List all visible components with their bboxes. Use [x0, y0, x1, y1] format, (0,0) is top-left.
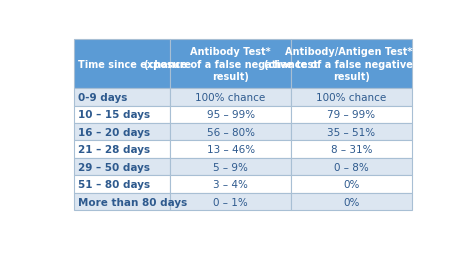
Bar	[170, 40, 291, 89]
Text: 29 – 50 days: 29 – 50 days	[78, 162, 150, 172]
Text: 3 – 4%: 3 – 4%	[213, 179, 248, 189]
Bar	[291, 89, 412, 106]
Bar	[170, 123, 291, 141]
Bar	[170, 176, 291, 193]
Bar	[74, 141, 170, 158]
Bar	[170, 106, 291, 123]
Bar	[291, 106, 412, 123]
Text: 10 – 15 days: 10 – 15 days	[78, 110, 150, 120]
Bar	[291, 123, 412, 141]
Text: 79 – 99%: 79 – 99%	[328, 110, 375, 120]
Text: 51 – 80 days: 51 – 80 days	[78, 179, 150, 189]
Text: Time since exposure: Time since exposure	[78, 59, 191, 70]
Text: 0 – 1%: 0 – 1%	[213, 197, 248, 207]
Bar	[170, 141, 291, 158]
Text: 56 – 80%: 56 – 80%	[207, 127, 255, 137]
Bar	[170, 89, 291, 106]
Bar	[291, 40, 412, 89]
Bar	[74, 158, 170, 176]
Bar	[74, 40, 170, 89]
Text: 13 – 46%: 13 – 46%	[207, 145, 255, 155]
Bar	[291, 141, 412, 158]
Bar	[74, 89, 170, 106]
Text: 0%: 0%	[343, 197, 360, 207]
Bar	[291, 193, 412, 210]
Text: 8 – 31%: 8 – 31%	[331, 145, 372, 155]
Text: 100% chance: 100% chance	[195, 92, 266, 102]
Text: Antibody Test*
(chance of a false negative test
result): Antibody Test* (chance of a false negati…	[144, 47, 318, 82]
Text: 95 – 99%: 95 – 99%	[207, 110, 255, 120]
Text: 5 – 9%: 5 – 9%	[213, 162, 248, 172]
Bar	[74, 193, 170, 210]
Text: 0%: 0%	[343, 179, 360, 189]
Text: 0 – 8%: 0 – 8%	[334, 162, 369, 172]
Bar	[291, 176, 412, 193]
Bar	[74, 123, 170, 141]
Bar	[74, 106, 170, 123]
Text: 100% chance: 100% chance	[316, 92, 386, 102]
Text: 0-9 days: 0-9 days	[78, 92, 128, 102]
Text: Antibody/Antigen Test**
(chance of a false negative test
result): Antibody/Antigen Test** (chance of a fal…	[264, 47, 438, 82]
Text: 35 – 51%: 35 – 51%	[328, 127, 375, 137]
Text: 16 – 20 days: 16 – 20 days	[78, 127, 150, 137]
Bar	[170, 193, 291, 210]
Text: 21 – 28 days: 21 – 28 days	[78, 145, 150, 155]
Text: More than 80 days: More than 80 days	[78, 197, 188, 207]
Bar	[74, 176, 170, 193]
Bar	[291, 158, 412, 176]
Bar	[170, 158, 291, 176]
